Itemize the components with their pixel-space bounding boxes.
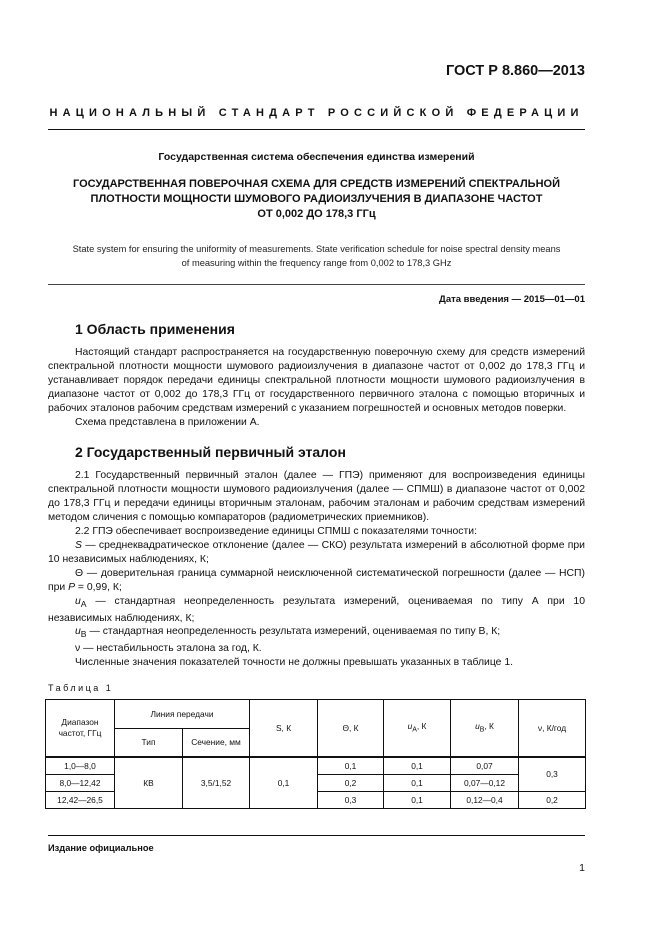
cell-nu: 0,3	[518, 756, 587, 793]
subscript: B	[479, 726, 485, 734]
text: — стандартная неопределенность результат…	[48, 595, 585, 624]
text: — стандартная неопределенность результат…	[86, 626, 501, 638]
paragraph: 2.1 Государственный первичный эталон (да…	[48, 470, 585, 524]
cell-theta: 0,3	[317, 791, 385, 810]
title-line: ГОСУДАРСТВЕННАЯ ПОВЕРОЧНАЯ СХЕМА ДЛЯ СРЕ…	[73, 178, 560, 190]
document-page: ГОСТ Р 8.860—2013 НАЦИОНАЛЬНЫЙ СТАНДАРТ …	[45, 0, 587, 905]
unit: , К	[484, 720, 494, 731]
header-s: S, К	[249, 699, 319, 758]
cell-section: 3,5/1,52	[181, 756, 251, 810]
english-line: of measuring within the frequency range …	[181, 258, 452, 268]
symbol: u	[407, 720, 413, 731]
table-row: 12,42—26,5 0,3 0,1 0,12—0,4 0,2	[45, 791, 587, 810]
cell-type: КВ	[114, 756, 183, 810]
header-ub: uB, К	[450, 699, 520, 758]
divider	[48, 284, 585, 285]
english-line: State system for ensuring the uniformity…	[72, 244, 561, 254]
english-title: State system for ensuring the uniformity…	[48, 242, 585, 270]
page-number: 1	[579, 862, 585, 875]
subscript: A	[412, 726, 417, 734]
table-row: 1,0—8,0 КВ 3,5/1,52 0,1 0,1 0,1 0,07 0,3	[45, 756, 587, 810]
cell-range: 8,0—12,42	[45, 774, 115, 793]
symbol: u	[75, 595, 81, 607]
paragraph-theta: Θ — доверительная граница суммарной неис…	[48, 567, 585, 595]
symbol: u	[75, 626, 81, 638]
accuracy-table: Диапазон частот, ГГц Линия передачи S, К…	[45, 699, 587, 810]
symbol: S	[75, 539, 82, 551]
paragraph: Численные значения показателей точности …	[75, 657, 513, 669]
document-title: ГОСУДАРСТВЕННАЯ ПОВЕРОЧНАЯ СХЕМА ДЛЯ СРЕ…	[48, 177, 585, 222]
symbol: P	[68, 581, 76, 593]
paragraph: Схема представлена в приложении А.	[75, 416, 260, 428]
table-caption: Таблица 1	[48, 683, 114, 694]
header-line: Линия передачи	[113, 699, 251, 730]
section-2-body: 2.1 Государственный первичный эталон (да…	[48, 469, 585, 670]
cell-nu: 0,2	[518, 791, 587, 810]
text: Θ — доверительная граница суммарной неис…	[48, 567, 585, 593]
section-1-body: Настоящий стандарт распространяется на г…	[48, 346, 585, 429]
paragraph-ub: uB — стандартная неопределенность резуль…	[48, 625, 585, 642]
national-standard-banner: НАЦИОНАЛЬНЫЙ СТАНДАРТ РОССИЙСКОЙ ФЕДЕРАЦ…	[49, 107, 584, 119]
cell-ub: 0,12—0,4	[450, 791, 520, 810]
symbol: u	[475, 720, 480, 731]
title-line: ОТ 0,002 ДО 178,3 ГГц	[257, 208, 376, 220]
cell-s: 0,1	[249, 756, 319, 810]
section-2-heading: 2 Государственный первичный эталон	[75, 444, 346, 461]
cell-ub: 0,07	[450, 756, 520, 776]
official-edition-label: Издание официальное	[48, 843, 154, 854]
header-theta: Θ, К	[317, 699, 385, 758]
cell-ub: 0,07—0,12	[450, 774, 520, 793]
effective-date: Дата введения — 2015—01—01	[439, 294, 585, 305]
cell-range: 1,0—8,0	[45, 756, 115, 776]
document-code: ГОСТ Р 8.860—2013	[445, 63, 585, 79]
paragraph: Настоящий стандарт распространяется на г…	[48, 347, 585, 414]
header-nu: ν, К/год	[518, 699, 587, 758]
cell-theta: 0,1	[317, 756, 385, 776]
footer-divider	[48, 835, 585, 837]
header-range: Диапазон частот, ГГц	[45, 699, 115, 758]
header-ua: uA, К	[383, 699, 452, 758]
system-title: Государственная система обеспечения един…	[158, 151, 475, 163]
text: — среднеквадратическое отклонение (далее…	[48, 539, 585, 565]
header-type: Тип	[114, 728, 183, 758]
paragraph-s: S — среднеквадратическое отклонение (дал…	[48, 539, 585, 567]
paragraph: 2.2 ГПЭ обеспечивает воспроизведение еди…	[75, 526, 477, 538]
unit: , К	[416, 720, 427, 731]
text: = 0,99, К;	[75, 581, 122, 593]
divider	[48, 129, 585, 130]
subscript: A	[80, 598, 87, 609]
cell-ua: 0,1	[383, 774, 452, 793]
paragraph: ν — нестабильность эталона за год, К.	[75, 643, 262, 655]
title-line: ПЛОТНОСТИ МОЩНОСТИ ШУМОВОГО РАДИОИЗЛУЧЕН…	[90, 193, 543, 205]
subscript: B	[80, 629, 87, 640]
cell-range: 12,42—26,5	[45, 791, 115, 810]
paragraph-ua: uA — стандартная неопределенность резуль…	[48, 595, 585, 626]
section-1-heading: 1 Область применения	[75, 321, 235, 337]
cell-ua: 0,1	[383, 756, 452, 776]
cell-ua: 0,1	[383, 791, 452, 810]
header-section: Сечение, мм	[181, 728, 251, 758]
cell-theta: 0,2	[317, 774, 385, 793]
